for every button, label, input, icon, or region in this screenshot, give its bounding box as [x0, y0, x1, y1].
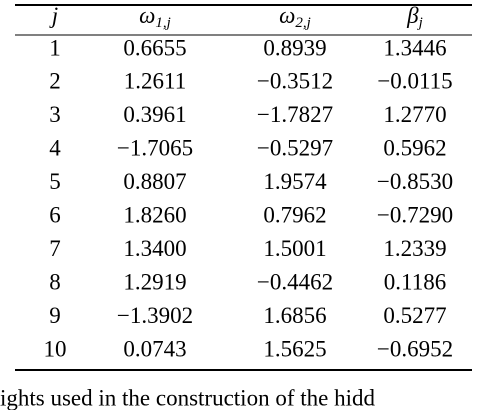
table-cell: 0.3961 [123, 102, 186, 127]
table-cell: 1.3446 [383, 35, 446, 60]
table-cell: 7 [49, 236, 61, 261]
header-symbol: β [406, 3, 419, 28]
table-cell: −0.0115 [377, 69, 452, 94]
header-cell: ω1,j [139, 3, 171, 31]
table-cell: 0.1186 [384, 269, 446, 294]
caption: ights used in the construction of the hi… [0, 385, 375, 410]
table-cell: 1.8260 [123, 203, 186, 228]
table-cell: −1.3902 [117, 303, 193, 328]
header-subscript: 2,j [295, 15, 310, 31]
table-cell: 2 [49, 69, 61, 94]
table-cell: 6 [49, 203, 61, 228]
table-cell: 0.8939 [263, 35, 326, 60]
table-cell: 5 [49, 169, 61, 194]
table-cell: 4 [49, 136, 61, 161]
table-cell: −0.5297 [257, 136, 333, 161]
table-cell: 3 [49, 102, 61, 127]
header-subscript: j [417, 15, 423, 31]
table-cell: 9 [49, 303, 61, 328]
table-cell: 1.5625 [263, 336, 326, 361]
table-cell: 1 [49, 35, 61, 60]
table-cell: 1.2339 [383, 236, 446, 261]
table-cell: 1.3400 [123, 236, 186, 261]
table-cell: 1.6856 [263, 303, 326, 328]
header-symbol: ω [139, 3, 155, 28]
table-cell: 0.5962 [383, 136, 446, 161]
table-cell: −1.7065 [117, 136, 193, 161]
table-cell: 1.9574 [263, 169, 327, 194]
header-cell: j [49, 3, 58, 28]
header-subscript: 1,j [155, 15, 170, 31]
header-cell: βj [406, 3, 423, 31]
table-cell: 0.0743 [123, 336, 186, 361]
table-cell: 1.5001 [263, 236, 326, 261]
table-cell: −0.8530 [377, 169, 453, 194]
header-symbol: ω [279, 3, 295, 28]
table-cell: −0.4462 [257, 269, 333, 294]
table-cell: 0.6655 [123, 35, 186, 60]
table-cell: 1.2611 [124, 69, 186, 94]
table-cell: −0.6952 [377, 336, 453, 361]
table-cell: 0.5277 [383, 303, 446, 328]
table-cell: 1.2919 [123, 269, 186, 294]
table-cell: 0.7962 [263, 203, 326, 228]
table-cell: 10 [44, 336, 67, 361]
table-cell: −0.7290 [377, 203, 453, 228]
header-symbol: j [49, 3, 58, 28]
table-cell: 8 [49, 269, 61, 294]
table-cell: 0.8807 [123, 169, 186, 194]
table-cell: −0.3512 [257, 69, 333, 94]
table-cell: 1.2770 [383, 102, 446, 127]
header-cell: ω2,j [279, 3, 311, 31]
table-cell: −1.7827 [257, 102, 333, 127]
